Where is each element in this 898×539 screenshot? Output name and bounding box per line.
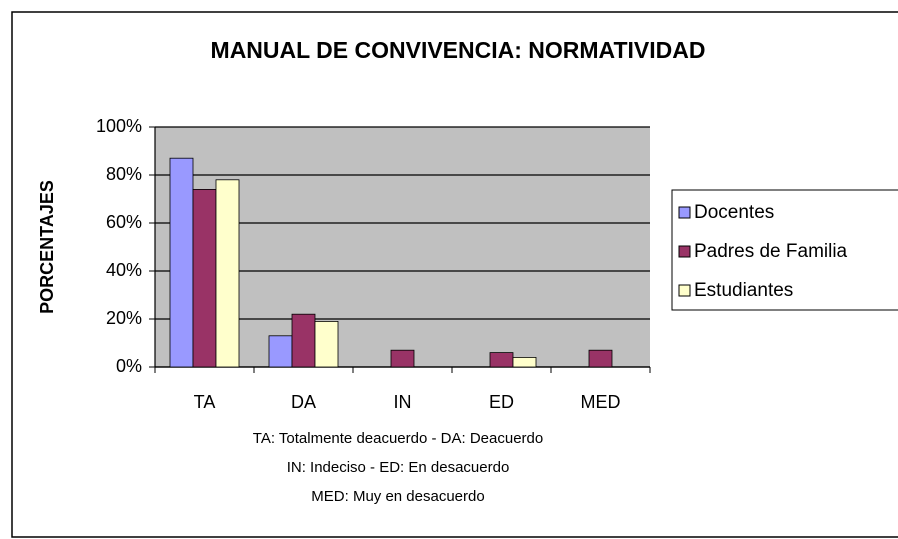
- bar: [291, 313, 316, 368]
- y-tick-label: 80%: [106, 164, 142, 184]
- annotation: IN: Indeciso - ED: En desacuerdo: [287, 459, 510, 476]
- y-tick-label: 20%: [106, 308, 142, 328]
- bar: [169, 157, 194, 368]
- bar: [215, 179, 240, 368]
- legend-label: Estudiantes: [694, 280, 793, 301]
- bar: [390, 349, 415, 368]
- annotation: TA: Totalmente deacuerdo - DA: Deacuerdo: [253, 430, 543, 447]
- legend: [671, 189, 898, 311]
- legend-swatch: [678, 284, 691, 297]
- legend-label: Padres de Familia: [694, 241, 848, 262]
- x-tick-label: IN: [394, 392, 412, 412]
- x-tick-label: DA: [291, 392, 316, 412]
- bar: [588, 349, 613, 368]
- legend-swatch: [678, 206, 691, 219]
- x-tick-label: ED: [489, 392, 514, 412]
- legend-label: Docentes: [694, 202, 774, 223]
- y-axis-label: PORCENTAJES: [37, 180, 57, 314]
- bar: [489, 352, 514, 368]
- y-tick-label: 100%: [96, 116, 142, 136]
- annotation: MED: Muy en desacuerdo: [311, 488, 484, 505]
- chart-title: MANUAL DE CONVIVENCIA: NORMATIVIDAD: [211, 37, 706, 63]
- legend-swatch: [678, 245, 691, 258]
- bar: [192, 188, 217, 368]
- x-tick-label: MED: [581, 392, 621, 412]
- y-tick-label: 40%: [106, 260, 142, 280]
- y-tick-label: 60%: [106, 212, 142, 232]
- bar: [268, 335, 293, 368]
- x-tick-label: TA: [194, 392, 216, 412]
- bar: [512, 356, 537, 368]
- bar: [314, 320, 339, 368]
- y-tick-label: 0%: [116, 356, 142, 376]
